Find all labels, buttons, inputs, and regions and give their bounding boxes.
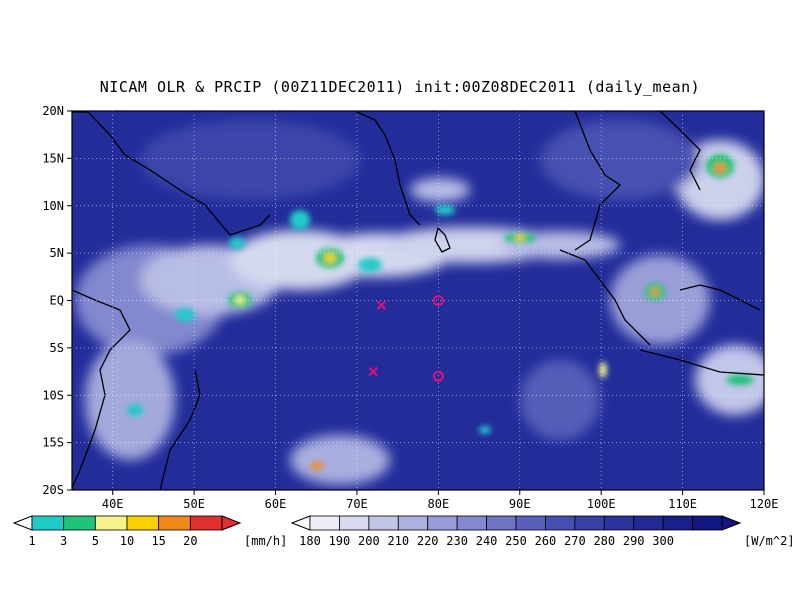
coastlines	[72, 111, 764, 490]
colorbar-right-arrow	[721, 515, 742, 531]
colorbar-label: 5	[92, 534, 99, 548]
colorbar-swatch	[427, 515, 458, 531]
graticule	[72, 111, 764, 490]
colorbar-swatch	[603, 515, 635, 531]
lon-tick-label: 100E	[587, 497, 616, 511]
colorbar-swatch	[31, 515, 65, 531]
lat-tick-label: EQ	[50, 294, 64, 308]
colorbar-left-arrow	[12, 515, 33, 531]
colorbar-swatch	[456, 515, 487, 531]
lon-tick-label: 50E	[183, 497, 205, 511]
colorbar-label: 270	[564, 534, 586, 548]
precip-legend: 1 3 5 10 15 20 [mm/h]	[12, 515, 287, 548]
colorbar-swatch	[486, 515, 517, 531]
colorbar-label: 260	[535, 534, 557, 548]
circle-marker	[432, 295, 444, 306]
x-marker	[368, 366, 378, 377]
colorbar-swatch	[158, 515, 191, 531]
colorbar-swatch	[368, 515, 399, 531]
colorbar-unit: [W/m^2]	[744, 534, 795, 548]
lat-tick-label: 10N	[42, 199, 64, 213]
colorbar-left-arrow	[290, 515, 311, 531]
map-title: NICAM OLR & PRCIP (00Z11DEC2011) init:00…	[99, 78, 701, 96]
precip-field	[127, 154, 754, 470]
colorbar-label: 300	[652, 534, 674, 548]
circle-marker	[432, 370, 444, 382]
colorbar-label: 250	[505, 534, 527, 548]
colorbar-label: 230	[446, 534, 468, 548]
lat-tick-label: 15N	[42, 151, 64, 165]
colorbar-swatch	[662, 515, 693, 531]
lat-tick-label: 10S	[42, 388, 64, 402]
colorbar-label: 280	[593, 534, 615, 548]
colorbar-label: 200	[358, 534, 380, 548]
lat-tick-label: 20N	[42, 104, 64, 118]
lat-tick-label: 5S	[50, 341, 64, 355]
colorbar-label: 220	[417, 534, 439, 548]
colorbar-label: 210	[387, 534, 409, 548]
colorbar-label: 20	[183, 534, 197, 548]
colorbar-label: 180	[299, 534, 321, 548]
colorbar-label: 1	[28, 534, 35, 548]
colorbar-swatch	[126, 515, 160, 531]
colorbar-label: 3	[60, 534, 67, 548]
colorbar-swatch	[63, 515, 96, 531]
marker-layer	[368, 295, 444, 382]
colorbar-swatch	[339, 515, 370, 531]
colorbar-label: 190	[329, 534, 351, 548]
colorbar-swatch	[309, 515, 340, 531]
colorbar-swatch	[574, 515, 605, 531]
lon-tick-label: 120E	[750, 497, 779, 511]
colorbar-swatch	[633, 515, 664, 531]
colorbar-unit: [mm/h]	[244, 534, 287, 548]
lon-tick-label: 60E	[265, 497, 287, 511]
colorbar-swatch	[545, 515, 576, 531]
colorbar-label: 240	[476, 534, 498, 548]
lon-tick-label: 80E	[428, 497, 450, 511]
colorbar-swatch	[189, 515, 223, 531]
lat-tick-label: 20S	[42, 483, 64, 497]
axis-ticks: 40E 50E 60E 70E 80E 90E 100E 110E 120E 20N 15N 10N 5…	[42, 104, 778, 511]
colorbar-label: 15	[151, 534, 165, 548]
lat-tick-label: 5N	[50, 246, 64, 260]
lon-tick-label: 90E	[509, 497, 531, 511]
colorbar-label: 290	[623, 534, 645, 548]
map-area	[72, 111, 764, 490]
olr-legend: 180 190 200 210 220 230 240 250 260 270 280 290 300 […	[290, 515, 795, 548]
colorbar-swatch	[94, 515, 128, 531]
colorbar-label: 10	[120, 534, 134, 548]
colorbar-swatch	[515, 515, 546, 531]
x-marker	[376, 300, 387, 310]
lon-tick-label: 70E	[346, 497, 368, 511]
colorbar-right-arrow	[221, 515, 242, 531]
colorbar-swatch	[692, 515, 723, 531]
lon-tick-label: 40E	[102, 497, 124, 511]
colorbar-swatch	[397, 515, 429, 531]
lat-tick-label: 15S	[42, 436, 64, 450]
lon-tick-label: 110E	[668, 497, 697, 511]
